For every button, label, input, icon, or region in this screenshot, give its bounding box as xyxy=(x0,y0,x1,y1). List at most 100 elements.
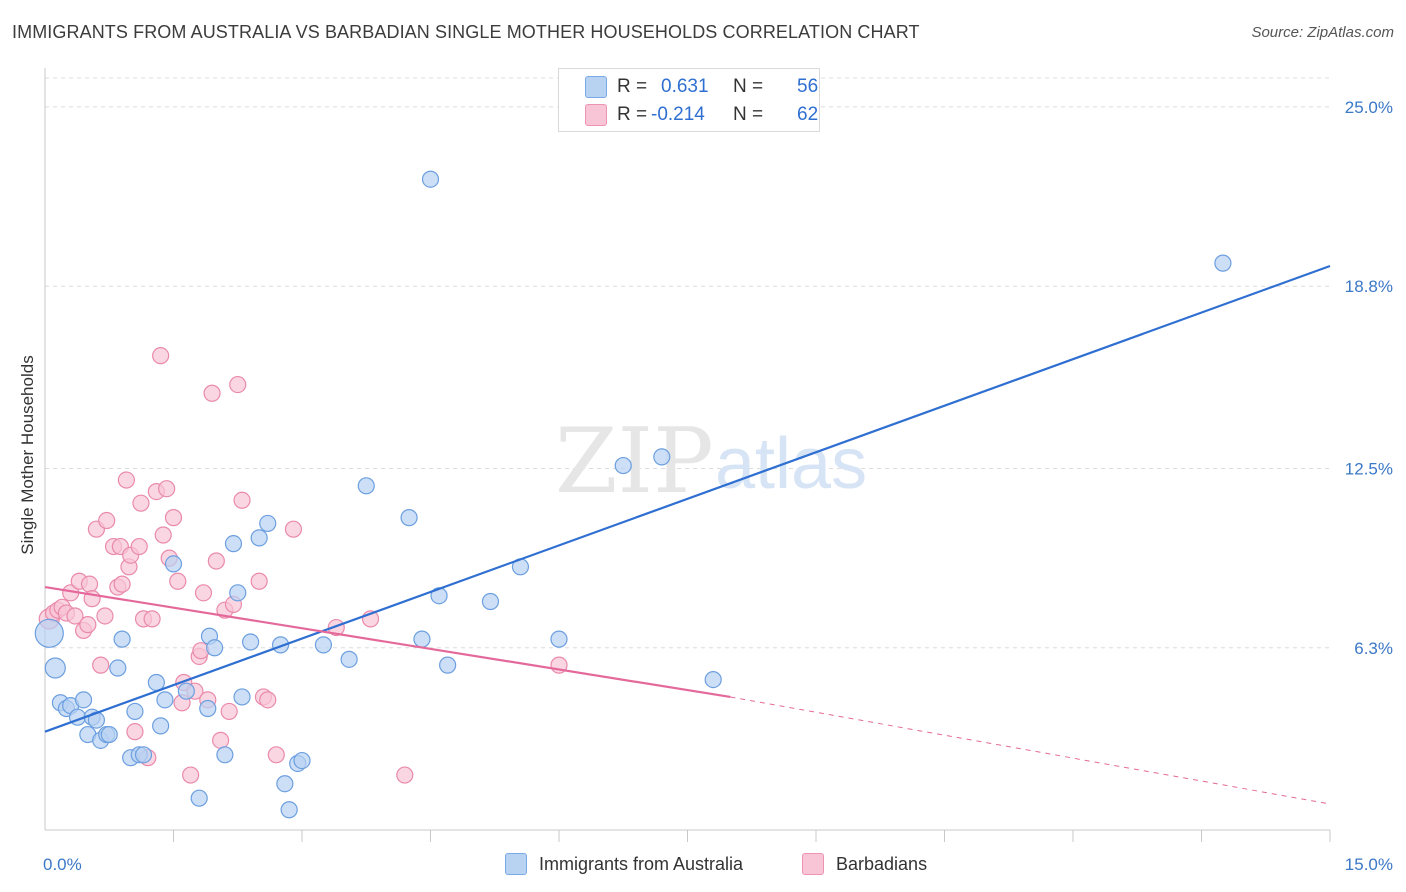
australia-point xyxy=(340,650,358,668)
australia-points xyxy=(34,170,1232,819)
australia-point xyxy=(280,801,298,819)
barbadian-point xyxy=(229,375,247,394)
barbadian-point xyxy=(259,691,277,709)
barbadian-point xyxy=(158,480,176,498)
legend-label-barbadians: Barbadians xyxy=(836,853,928,874)
australia-point xyxy=(357,477,375,495)
legend-label-australia: Immigrants from Australia xyxy=(539,853,744,874)
australia-point xyxy=(34,618,64,648)
australia-point xyxy=(156,691,174,709)
barbadians-points xyxy=(38,347,568,784)
source-label: Source: ZipAtlas.com xyxy=(1251,24,1394,41)
barbadian-point xyxy=(220,702,238,721)
legend-swatch-australia xyxy=(505,853,527,875)
australia-point xyxy=(550,630,568,648)
barbadian-point xyxy=(169,572,187,590)
barbadian-point xyxy=(80,575,99,593)
barbadian-point xyxy=(267,746,285,764)
australia-point xyxy=(44,657,66,679)
australia-point xyxy=(229,584,247,602)
barbadian-point xyxy=(194,584,213,602)
barbadian-point xyxy=(130,537,148,556)
barbadian-point xyxy=(164,509,183,527)
legend-swatch-barbadians xyxy=(585,104,607,126)
australia-point xyxy=(439,656,457,674)
barbadian-point xyxy=(113,575,131,593)
barbadian-point xyxy=(396,766,414,784)
australia-point xyxy=(481,592,500,611)
australia-point xyxy=(314,636,333,654)
barbadian-point xyxy=(79,616,97,634)
australia-point xyxy=(134,746,153,764)
legend-r-label: R = xyxy=(617,76,648,97)
barbadian-point xyxy=(143,610,161,628)
legend-item-australia: Immigrants from Australia xyxy=(505,850,743,878)
australia-point xyxy=(250,529,268,547)
series-legend: Immigrants from Australia Barbadians xyxy=(0,850,1406,880)
legend-n-value: 62 xyxy=(797,104,819,125)
australia-point xyxy=(653,448,671,466)
barbadian-point xyxy=(207,552,225,570)
barbadian-trend-extension xyxy=(730,696,1331,805)
barbadian-trend-line xyxy=(44,585,731,699)
australia-point xyxy=(242,633,260,651)
barbadian-point xyxy=(284,520,303,538)
legend-item-barbadians: Barbadians xyxy=(802,850,927,878)
barbadian-point xyxy=(212,731,230,749)
australia-trend-line xyxy=(44,264,1331,733)
y-tick-label: 25.0% xyxy=(1345,98,1393,117)
barbadian-point xyxy=(182,766,200,784)
australia-point xyxy=(147,673,165,692)
correlation-legend: R = 0.631 N = 56 R = -0.214 N = 62 xyxy=(558,68,820,132)
axes xyxy=(44,68,1331,842)
legend-n-value: 56 xyxy=(797,76,819,97)
australia-point xyxy=(152,717,170,735)
grid-lines xyxy=(45,77,1330,649)
x-tick-label: 15.0% xyxy=(1345,855,1393,874)
australia-point xyxy=(164,555,183,573)
australia-point xyxy=(190,789,208,807)
australia-point xyxy=(400,509,418,527)
legend-n-label: N = xyxy=(733,104,764,125)
legend-r-value: -0.214 xyxy=(651,104,705,125)
barbadian-point xyxy=(152,347,170,365)
barbadian-point xyxy=(132,494,150,512)
legend-n-label: N = xyxy=(733,76,764,97)
chart-title: IMMIGRANTS FROM AUSTRALIA VS BARBADIAN S… xyxy=(12,22,920,42)
barbadian-point xyxy=(117,471,135,489)
barbadian-point xyxy=(96,607,114,625)
australia-point xyxy=(113,630,131,648)
australia-point xyxy=(293,751,311,770)
barbadian-point xyxy=(203,384,221,402)
legend-swatch-barbadians xyxy=(802,853,824,875)
australia-point xyxy=(224,535,243,553)
australia-point xyxy=(1214,254,1232,272)
australia-point xyxy=(216,746,234,764)
barbadian-point xyxy=(66,607,84,625)
barbadian-point xyxy=(154,526,172,544)
australia-point xyxy=(100,725,118,744)
legend-r-value: 0.631 xyxy=(661,76,709,97)
watermark-zip: ZIP xyxy=(555,409,714,514)
barbadian-point xyxy=(233,491,251,509)
australia-point xyxy=(126,702,144,721)
australia-point xyxy=(109,659,127,677)
barbadian-point xyxy=(98,511,116,530)
australia-point xyxy=(177,682,195,700)
tick-labels: 6.3% 12.5% 18.8% 25.0% 0.0% 15.0% xyxy=(43,98,1393,874)
australia-point xyxy=(206,639,224,657)
x-tick-label: 0.0% xyxy=(43,855,82,874)
barbadian-point xyxy=(92,656,110,674)
legend-r-label: R = xyxy=(617,104,648,125)
y-tick-label: 6.3% xyxy=(1354,639,1393,658)
y-tick-label: 18.8% xyxy=(1345,277,1393,296)
australia-point xyxy=(233,688,251,706)
legend-swatch-australia xyxy=(585,76,607,98)
watermark-atlas: atlas xyxy=(715,424,867,504)
australia-point xyxy=(259,514,277,533)
australia-point xyxy=(199,699,217,718)
australia-point xyxy=(614,456,632,475)
australia-point xyxy=(74,691,93,709)
watermark: ZIP atlas xyxy=(555,409,867,514)
